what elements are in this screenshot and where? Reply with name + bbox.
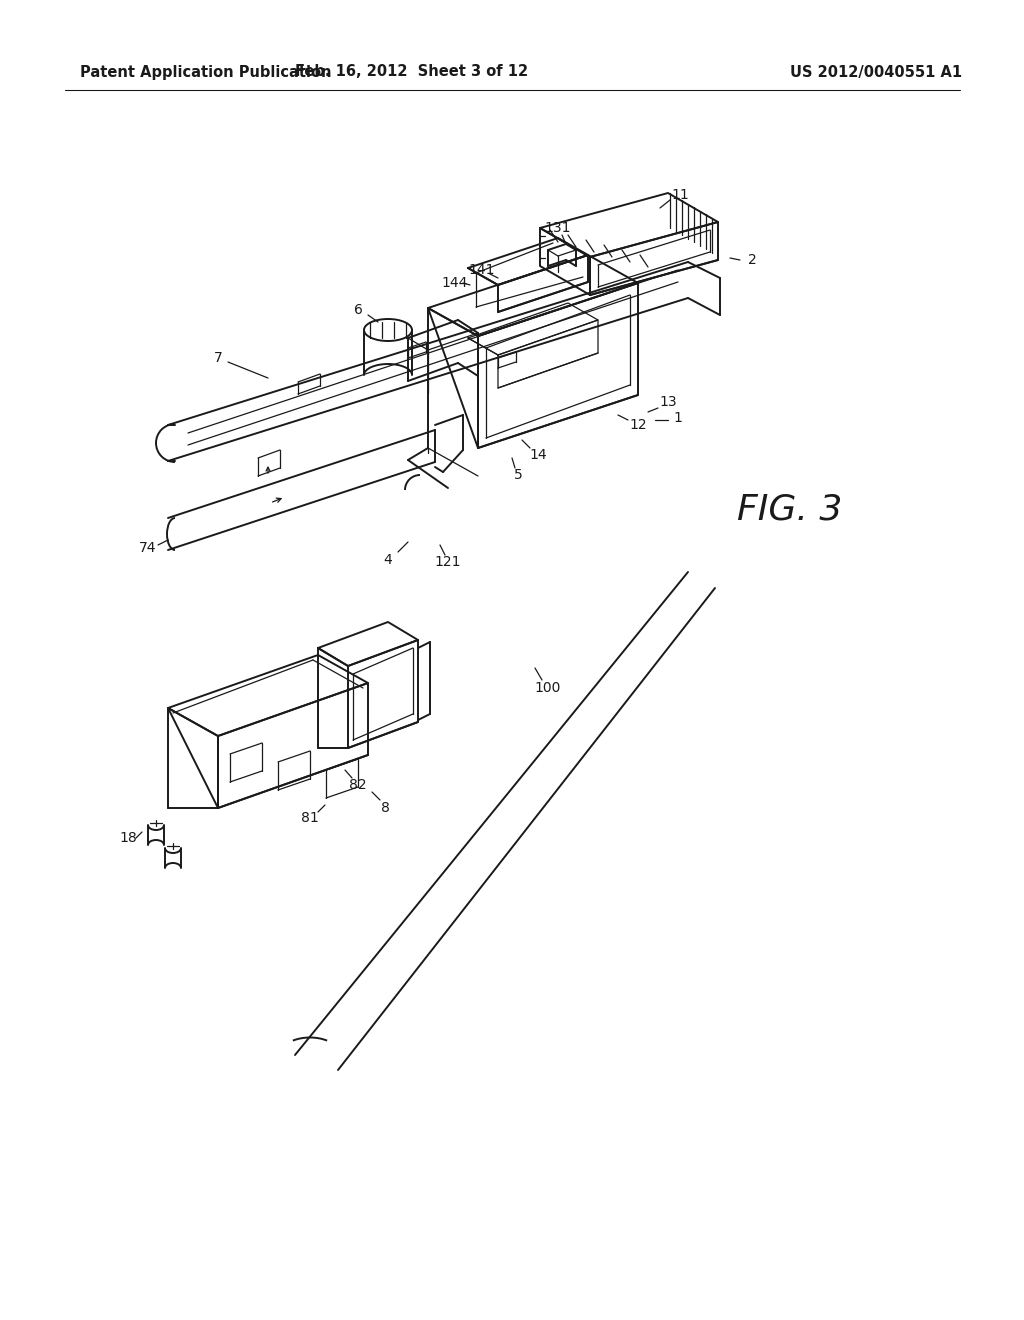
Text: 74: 74 bbox=[139, 541, 157, 554]
Text: 11: 11 bbox=[671, 187, 689, 202]
Text: 5: 5 bbox=[514, 469, 522, 482]
Text: 8: 8 bbox=[381, 801, 389, 814]
Text: 2: 2 bbox=[748, 253, 757, 267]
Text: 14: 14 bbox=[529, 447, 547, 462]
Text: 18: 18 bbox=[119, 832, 137, 845]
Text: Patent Application Publication: Patent Application Publication bbox=[80, 65, 332, 79]
Text: FIG. 3: FIG. 3 bbox=[737, 492, 843, 527]
Text: 6: 6 bbox=[353, 304, 362, 317]
Text: 81: 81 bbox=[301, 810, 318, 825]
Text: 7: 7 bbox=[214, 351, 222, 366]
Text: 4: 4 bbox=[384, 553, 392, 568]
Text: 121: 121 bbox=[435, 554, 461, 569]
Text: 144: 144 bbox=[441, 276, 468, 290]
Text: 1: 1 bbox=[674, 411, 682, 425]
Text: 100: 100 bbox=[535, 681, 561, 696]
Text: Feb. 16, 2012  Sheet 3 of 12: Feb. 16, 2012 Sheet 3 of 12 bbox=[296, 65, 528, 79]
Text: 131: 131 bbox=[545, 220, 571, 235]
Text: 82: 82 bbox=[349, 777, 367, 792]
Text: 13: 13 bbox=[659, 395, 677, 409]
Text: US 2012/0040551 A1: US 2012/0040551 A1 bbox=[790, 65, 963, 79]
Text: 141: 141 bbox=[469, 263, 496, 277]
Text: 12: 12 bbox=[629, 418, 647, 432]
